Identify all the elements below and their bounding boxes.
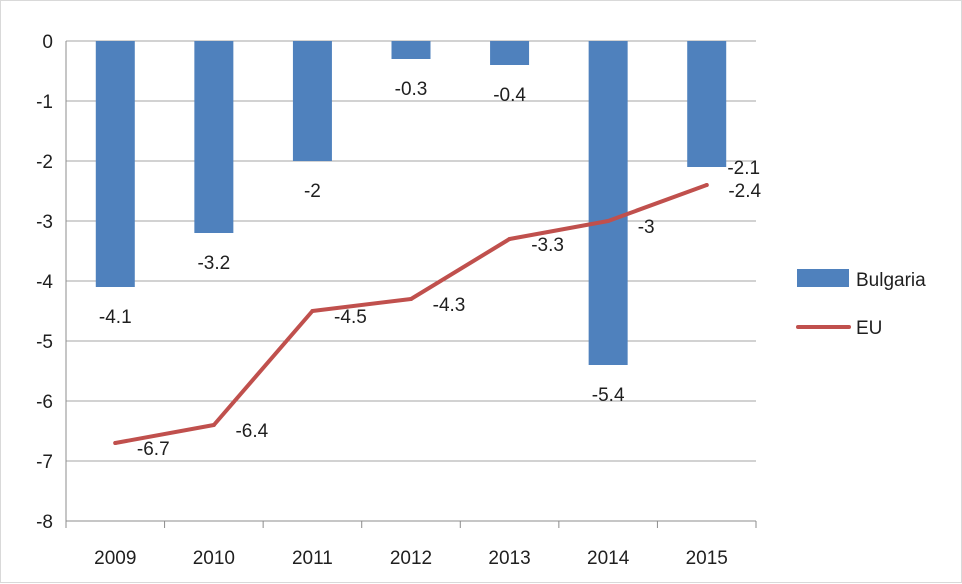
- bulgaria-data-label: -2.1: [727, 158, 760, 179]
- bulgaria-data-label: -2: [304, 181, 321, 202]
- eu-line-point: [409, 297, 413, 301]
- bulgaria-bar: [588, 41, 628, 365]
- eu-data-label: -4.3: [433, 295, 466, 316]
- y-tick-label: -7: [36, 452, 53, 473]
- x-tick-label: 2014: [587, 548, 630, 569]
- bulgaria-data-label: -3.2: [197, 253, 230, 274]
- bulgaria-bar: [490, 41, 530, 65]
- bulgaria-bar: [292, 41, 332, 161]
- y-tick-label: -4: [36, 272, 53, 293]
- x-tick-label: 2015: [686, 548, 728, 569]
- line-series-group: [113, 183, 709, 445]
- eu-data-label: -2.4: [728, 181, 761, 202]
- y-tick-label: -5: [36, 332, 53, 353]
- eu-line-point: [606, 219, 611, 223]
- y-tick-label: 0: [42, 32, 53, 53]
- y-tick-label: -2: [36, 152, 53, 173]
- y-tick-label: -3: [36, 212, 53, 233]
- legend-eu-label: EU: [856, 318, 882, 339]
- legend-bulgaria-swatch: [797, 269, 849, 287]
- eu-line-point: [211, 423, 216, 427]
- legend-bulgaria-label: Bulgaria: [856, 270, 926, 291]
- x-tick-label: 2013: [488, 548, 530, 569]
- y-tick-label: -8: [36, 512, 53, 533]
- x-tick-label: 2010: [193, 548, 235, 569]
- x-tick-label: 2012: [390, 548, 432, 569]
- eu-data-label: -6.4: [235, 421, 268, 442]
- bulgaria-data-label: -0.3: [395, 79, 428, 100]
- eu-data-label: -3.3: [531, 235, 564, 256]
- x-tick-label: 2011: [292, 548, 333, 569]
- bulgaria-bar: [95, 41, 135, 287]
- bar-series-group: [95, 41, 727, 365]
- eu-line-point: [310, 309, 315, 313]
- axis-group: 0 -1 -2 -3 -4 -5 -6 -7 -8 2009 2010 2011 2012 2013 201…: [36, 32, 757, 569]
- bulgaria-bar: [687, 41, 727, 167]
- bulgaria-data-label: -5.4: [592, 385, 625, 406]
- data-label-group: -4.1 -3.2 -2 -0.3 -0.4 -5.4 -2.1 -6.7 -6.4 -4.5 -4…: [99, 79, 762, 460]
- y-tick-label: -1: [36, 92, 53, 113]
- legend: Bulgaria EU: [796, 269, 926, 339]
- y-tick-label: -6: [36, 392, 53, 413]
- x-tick-label: 2009: [94, 548, 136, 569]
- bulgaria-bar: [391, 41, 431, 59]
- eu-line-point: [113, 441, 118, 445]
- eu-data-label: -4.5: [334, 307, 367, 328]
- bulgaria-data-label: -0.4: [493, 85, 526, 106]
- eu-line-point: [507, 237, 512, 241]
- bulgaria-bar: [194, 41, 234, 233]
- bulgaria-data-label: -4.1: [99, 307, 132, 328]
- eu-data-label: -3: [638, 217, 655, 238]
- eu-line-point: [704, 183, 709, 187]
- eu-data-label: -6.7: [137, 439, 170, 460]
